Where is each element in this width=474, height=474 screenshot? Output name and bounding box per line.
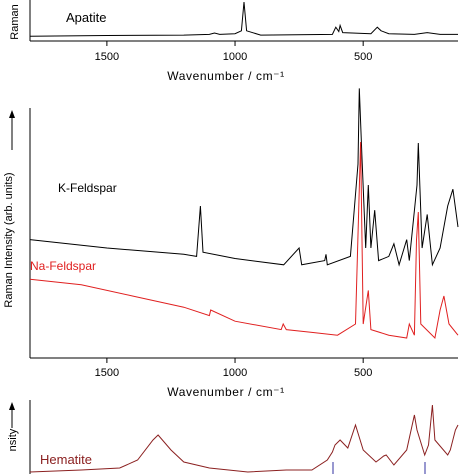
hematite-label: Hematite xyxy=(40,452,92,467)
apatite-spectrum-line xyxy=(29,1,458,37)
hematite-ylabel: nsity xyxy=(7,428,19,451)
feldspar-y-arrowhead xyxy=(9,110,15,118)
na-feldspar-spectrum-line xyxy=(29,141,459,340)
k-feldspar-spectrum-line xyxy=(29,88,459,267)
k-feldspar-label: K-Feldspar xyxy=(58,181,117,195)
feldspar-x-tick-label-1000: 1000 xyxy=(223,367,247,379)
panel-hematite: nsity Hematite xyxy=(7,400,459,474)
feldspar-x-tick-label-1500: 1500 xyxy=(95,367,119,379)
apatite-label: Apatite xyxy=(66,10,106,25)
hematite-spectrum-line xyxy=(29,404,459,473)
panel-apatite: Raman Apatite 1500 1000 500 Wavenumber / c… xyxy=(9,0,458,83)
na-feldspar-label: Na-Feldspar xyxy=(30,259,96,273)
apatite-x-tick-label-1500: 1500 xyxy=(95,51,119,63)
apatite-x-axis-title: Wavenumber / cm⁻¹ xyxy=(167,69,284,83)
feldspar-x-tick-label-500: 500 xyxy=(354,367,372,379)
feldspar-x-axis-title: Wavenumber / cm⁻¹ xyxy=(167,385,284,399)
panel-feldspar: Raman Intensity (arb. units) K-Feldspar … xyxy=(3,88,459,399)
feldspar-ylabel: Raman Intensity (arb. units) xyxy=(3,172,15,307)
hematite-y-arrowhead xyxy=(9,402,15,410)
apatite-x-tick-label-1000: 1000 xyxy=(223,51,247,63)
apatite-x-tick-label-500: 500 xyxy=(354,51,372,63)
apatite-ylabel: Raman xyxy=(9,4,21,39)
